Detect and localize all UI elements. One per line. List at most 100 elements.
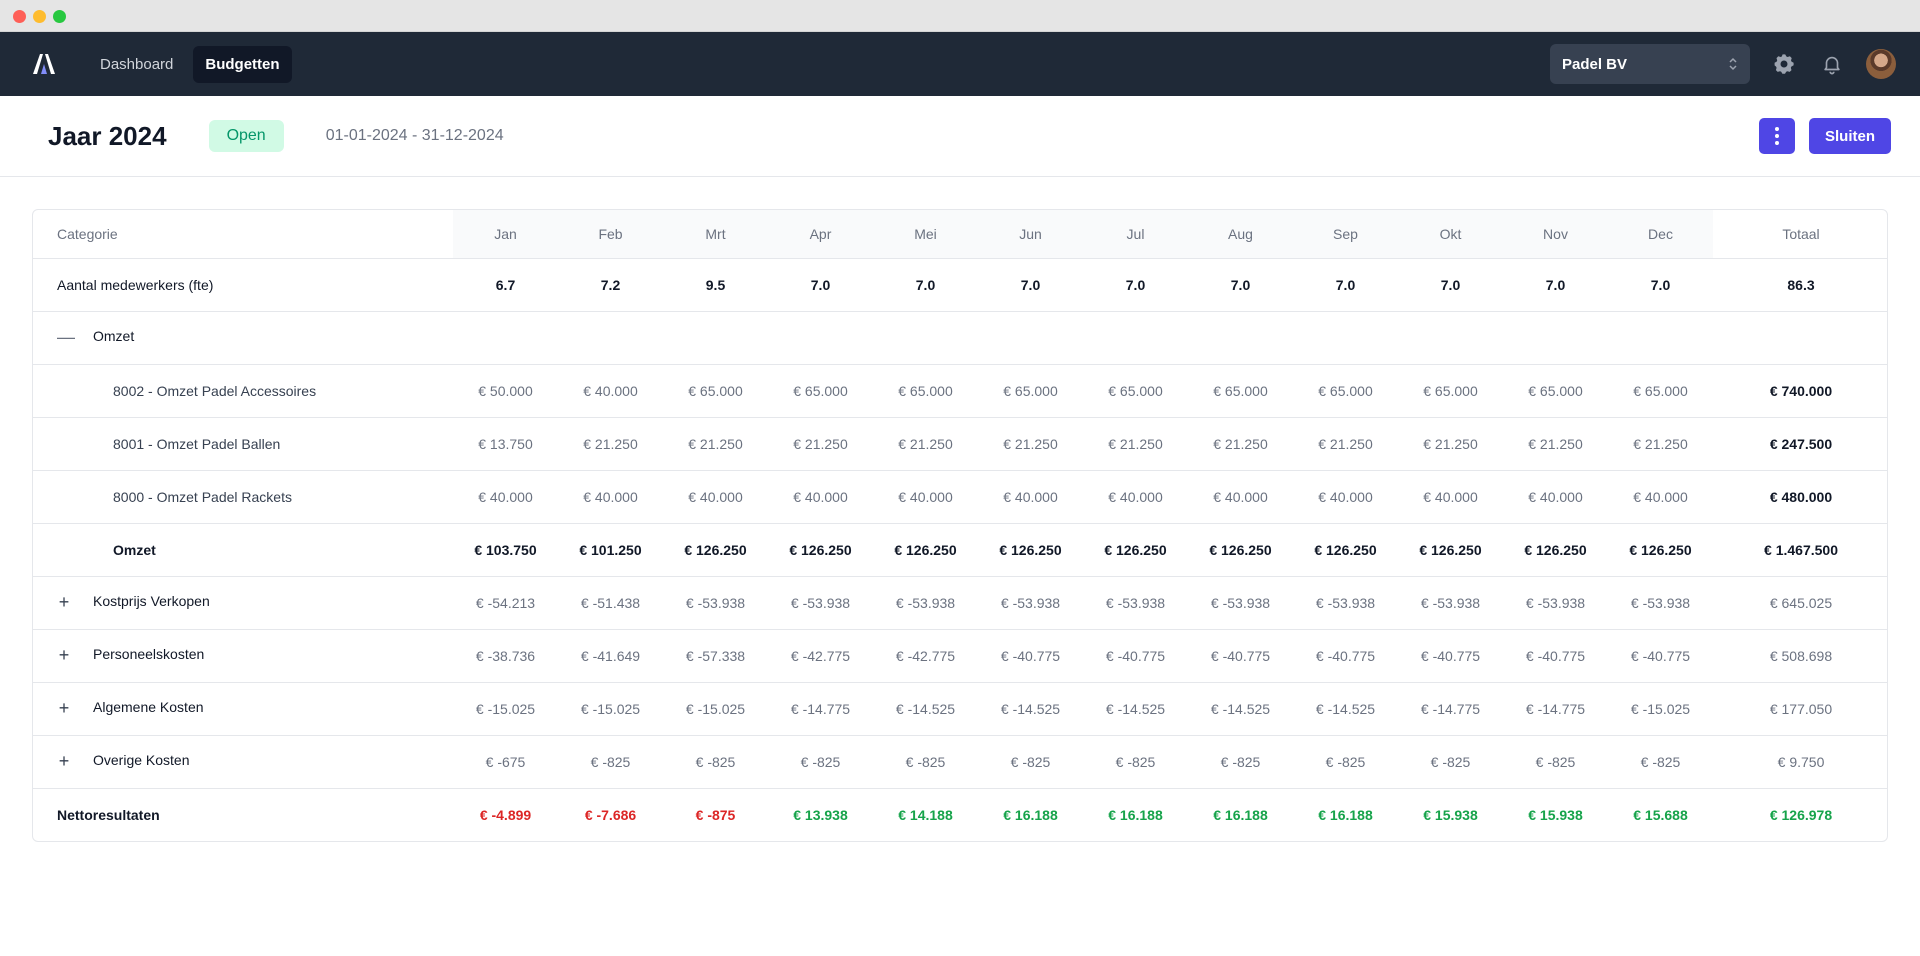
month-cell[interactable]: € 65.000 [663,364,768,418]
month-cell[interactable]: € 40.000 [558,364,663,418]
month-cell: € 16.188 [1003,806,1058,823]
month-cell[interactable]: € 40.000 [1188,470,1293,524]
month-cell[interactable]: € 21.250 [1293,417,1398,471]
month-cell[interactable]: € 40.000 [663,470,768,524]
month-cell[interactable]: € 21.250 [663,417,768,471]
column-header: Categorie [33,210,453,259]
month-cell: € -15.025 [453,682,558,736]
close-window-button[interactable] [13,10,26,23]
month-cell[interactable]: € 65.000 [768,364,873,418]
month-cell: € 126.250 [768,523,873,577]
month-cell[interactable]: € 40.000 [1293,470,1398,524]
month-cell: € -14.525 [873,682,978,736]
window-titlebar [0,0,1920,32]
month-cell[interactable]: € 40.000 [768,470,873,524]
company-select[interactable]: Padel BV [1550,44,1750,84]
month-cell[interactable]: € 40.000 [1608,470,1713,524]
app-logo-icon[interactable] [30,51,60,77]
omzet-total-row: Omzet € 103.750 € 101.250 € 126.250 € 126.25… [33,523,1887,577]
month-cell: € -825 [768,735,873,789]
more-options-button[interactable] [1758,118,1795,154]
month-cell[interactable]: € 65.000 [1188,364,1293,418]
month-cell[interactable]: € 65.000 [978,364,1083,418]
month-cell[interactable]: € 40.000 [1083,470,1188,524]
top-navbar: Dashboard Budgetten Padel BV [0,32,1920,96]
nav-link-budgetten[interactable]: Budgetten [193,45,292,83]
month-cell[interactable]: € 40.000 [978,470,1083,524]
month-cell[interactable]: € 40.000 [1398,470,1503,524]
month-cell: € -14.775 [768,682,873,736]
group-row-omzet[interactable]: — Omzet [33,311,1887,365]
month-cell[interactable]: € 21.250 [978,417,1083,471]
empty-cell [1293,311,1398,365]
month-cell: € -675 [453,735,558,789]
total-cell: € 480.000 [1713,470,1887,524]
account-row[interactable]: 8002 - Omzet Padel Accessoires € 50.000 € … [33,364,1887,418]
group-row[interactable]: + Overige Kosten € -675 € -825 € -825 € -825 €… [33,735,1887,789]
month-cell: 7.0 [1503,258,1608,312]
month-cell[interactable]: € 40.000 [453,470,558,524]
account-row[interactable]: 8001 - Omzet Padel Ballen € 13.750 € 21.25… [33,417,1887,471]
month-cell[interactable]: € 65.000 [1398,364,1503,418]
company-select-value: Padel BV [1562,55,1628,73]
month-cell[interactable]: € 21.250 [1188,417,1293,471]
month-cell: € -40.775 [1293,629,1398,683]
total-cell: € 9.750 [1713,735,1887,789]
month-cell[interactable]: € 21.250 [1083,417,1188,471]
month-cell[interactable]: € 65.000 [1083,364,1188,418]
month-cell: € -825 [1293,735,1398,789]
group-row[interactable]: + Kostprijs Verkopen € -54.213 € -51.438 € -… [33,576,1887,630]
gear-icon[interactable] [1770,50,1798,78]
month-cell[interactable]: € 50.000 [453,364,558,418]
month-cell: € 101.250 [558,523,663,577]
month-cell: € 16.188 [1318,806,1373,823]
maximize-window-button[interactable] [53,10,66,23]
month-cell[interactable]: € 65.000 [1608,364,1713,418]
month-cell: € 126.250 [1503,523,1608,577]
account-row[interactable]: 8000 - Omzet Padel Rackets € 40.000 € 40.0… [33,470,1887,524]
category-label-cell: — Omzet [33,311,453,365]
month-cell: € -825 [1398,735,1503,789]
group-row[interactable]: + Personeelskosten € -38.736 € -41.649 € -57… [33,629,1887,683]
account-label: 8001 - Omzet Padel Ballen [33,417,453,471]
month-cell: € -7.686 [584,806,637,823]
user-avatar[interactable] [1866,49,1896,79]
month-cell: € -53.938 [1398,576,1503,630]
month-cell[interactable]: € 21.250 [1503,417,1608,471]
total-cell: 86.3 [1713,258,1887,312]
collapse-icon[interactable]: — [57,327,75,347]
month-cell[interactable]: € 40.000 [1503,470,1608,524]
month-cell: € -53.938 [768,576,873,630]
month-cell[interactable]: € 21.250 [1398,417,1503,471]
group-row[interactable]: + Algemene Kosten € -15.025 € -15.025 € -15.… [33,682,1887,736]
status-badge: Open [208,120,284,152]
month-cell[interactable]: € 65.000 [873,364,978,418]
column-header: Aug [1188,210,1293,259]
expand-icon[interactable]: + [58,645,70,665]
month-cell[interactable]: € 40.000 [558,470,663,524]
month-cell: € -825 [1608,735,1713,789]
category-label: Kostprijs Verkopen [93,593,210,610]
month-cell: € -4.899 [479,806,532,823]
month-cell[interactable]: € 65.000 [1503,364,1608,418]
minimize-window-button[interactable] [33,10,46,23]
month-cell[interactable]: € 21.250 [768,417,873,471]
month-cell[interactable]: € 21.250 [873,417,978,471]
empty-cell [1503,311,1608,365]
month-cell: 7.0 [873,258,978,312]
column-header: Jul [1083,210,1188,259]
expand-icon[interactable]: + [58,698,70,718]
month-cell: € -15.025 [663,682,768,736]
month-cell[interactable]: € 13.750 [453,417,558,471]
expand-icon[interactable]: + [58,592,70,612]
month-cell: € -57.338 [663,629,768,683]
month-cell[interactable]: € 40.000 [873,470,978,524]
month-cell[interactable]: € 21.250 [1608,417,1713,471]
month-cell[interactable]: € 65.000 [1293,364,1398,418]
bell-icon[interactable] [1818,50,1846,78]
month-cell[interactable]: € 21.250 [558,417,663,471]
nav-link-dashboard[interactable]: Dashboard [100,55,174,73]
month-cell: € -53.938 [1083,576,1188,630]
close-budget-button[interactable]: Sluiten [1808,118,1891,154]
expand-icon[interactable]: + [58,751,70,771]
